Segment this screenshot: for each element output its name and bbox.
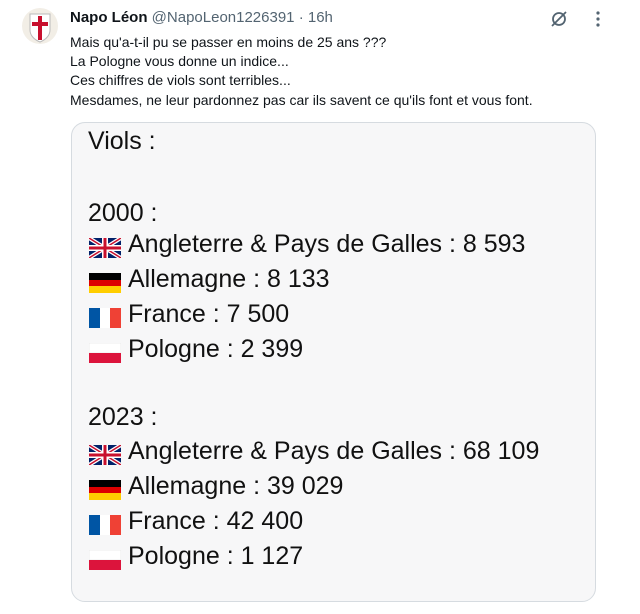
entry: France : 7 500 [128, 300, 290, 328]
entry: Allemagne : 39 029 [128, 472, 344, 500]
header-icons [551, 11, 600, 27]
entry: Pologne : 1 127 [128, 542, 304, 570]
entry: Allemagne : 8 133 [128, 265, 330, 293]
author-handle[interactable]: @NapoLeon1226391 [151, 9, 295, 26]
tweet-image[interactable]: Viols : 2000 : Angleterre & Pays de Gall… [71, 122, 596, 602]
flag-icon [89, 273, 121, 293]
flag-icon [89, 343, 121, 363]
tweet-header: Napo Léon @NapoLeon1226391 · 16h [70, 9, 333, 26]
flag-icon [89, 238, 121, 258]
entry: Angleterre & Pays de Galles : 8 593 [128, 230, 526, 258]
flag-icon [89, 480, 121, 500]
entry: Angleterre & Pays de Galles : 68 109 [128, 437, 540, 465]
separator: · [298, 9, 304, 26]
flag-icon [89, 445, 121, 465]
entry: France : 42 400 [128, 507, 304, 535]
tweet-text: La Pologne vous donne un indice... [70, 53, 289, 69]
tweet-text: Mais qu'a-t-il pu se passer en moins de … [70, 34, 387, 50]
grok-icon[interactable] [551, 11, 567, 27]
tweet-text: Mesdames, ne leur pardonnez pas car ils … [70, 92, 533, 108]
more-icon[interactable] [596, 11, 600, 27]
entry: Pologne : 2 399 [128, 335, 304, 363]
timestamp[interactable]: 16h [307, 9, 333, 26]
flag-icon [89, 308, 121, 328]
avatar[interactable] [22, 8, 58, 44]
flag-icon [89, 550, 121, 570]
author-name[interactable]: Napo Léon [70, 9, 148, 26]
year: 2000 : [88, 199, 158, 227]
flag-icon [89, 515, 121, 535]
image-title: Viols : [88, 127, 156, 155]
year: 2023 : [88, 403, 158, 431]
tweet-text: Ces chiffres de viols sont terribles... [70, 72, 291, 88]
